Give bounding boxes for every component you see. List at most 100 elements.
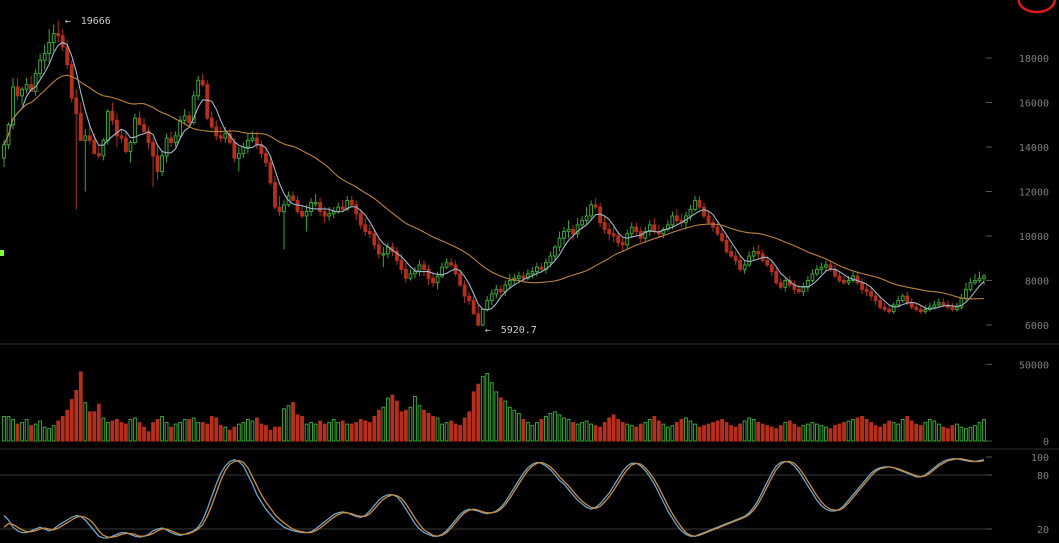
volume-bar <box>634 426 639 442</box>
candle <box>110 110 115 121</box>
volume-bar <box>327 422 332 442</box>
candle <box>593 204 598 208</box>
volume-bar <box>471 391 476 442</box>
candle <box>60 35 65 48</box>
volume-bar <box>973 425 977 442</box>
low-arrow-icon: ← <box>485 325 491 336</box>
volume-bar <box>571 422 575 442</box>
y-tick-label: 50000 <box>1019 360 1049 371</box>
highlight-circle <box>1017 0 1056 14</box>
candle <box>413 271 417 275</box>
volume-bar <box>376 409 381 442</box>
candle <box>977 277 982 281</box>
volume-bar <box>738 423 743 442</box>
candle <box>151 142 155 157</box>
candle <box>932 304 937 308</box>
candle <box>309 202 313 213</box>
candle <box>187 115 192 124</box>
volume-panel <box>2 371 986 442</box>
volume-bar <box>169 426 173 442</box>
candle <box>860 282 864 290</box>
candle <box>629 226 634 235</box>
volume-bar <box>670 425 675 442</box>
candle <box>101 139 106 157</box>
candle <box>182 115 187 121</box>
candle <box>376 244 381 255</box>
stochastic-panel <box>0 458 986 539</box>
volume-bar <box>241 422 246 442</box>
candle <box>557 237 562 248</box>
volume-bar <box>557 414 562 442</box>
volume-bar <box>417 405 422 442</box>
candle <box>236 153 241 159</box>
high-arrow-icon: ← <box>65 16 71 27</box>
volume-bar <box>638 423 643 442</box>
candle <box>164 137 169 157</box>
candle <box>950 306 955 310</box>
volume-bar <box>936 423 941 442</box>
volume-bar <box>914 423 919 442</box>
volume-bar <box>160 415 164 442</box>
candle <box>562 231 566 239</box>
volume-bar <box>214 417 219 442</box>
volume-bar <box>259 423 264 442</box>
volume-bar <box>92 411 97 442</box>
volume-bar <box>629 425 634 442</box>
volume-bar <box>891 422 896 442</box>
volume-bar <box>715 420 720 442</box>
candle <box>336 206 341 213</box>
candle <box>697 199 702 208</box>
volume-bar <box>955 423 959 442</box>
volume-bar <box>535 422 539 442</box>
volume-bar <box>616 419 621 442</box>
candle <box>65 46 70 66</box>
volume-bar <box>598 426 603 442</box>
volume-bar <box>96 403 101 442</box>
candle <box>864 288 869 293</box>
volume-bar <box>115 419 119 442</box>
volume-bar <box>250 420 255 442</box>
volume-bar <box>620 422 625 442</box>
candle <box>688 208 693 217</box>
y-tick-label: 6000 <box>1025 321 1049 332</box>
volume-bar <box>345 423 350 442</box>
volume-bar <box>851 419 855 442</box>
volume-bar <box>187 419 192 442</box>
volume-bar <box>864 419 869 442</box>
y-tick-label: 18000 <box>1019 54 1049 65</box>
candle <box>128 142 133 152</box>
volume-bar <box>318 420 323 442</box>
volume-bar <box>367 422 372 442</box>
volume-bar <box>65 409 70 442</box>
candle <box>584 215 589 221</box>
candle <box>15 86 20 97</box>
volume-bar <box>580 422 584 442</box>
volume-bar <box>128 419 133 442</box>
volume-bar <box>413 396 417 442</box>
candle <box>702 206 706 217</box>
candle <box>670 215 675 226</box>
volume-bar <box>264 425 268 442</box>
volume-bar <box>395 400 399 442</box>
candle <box>282 204 286 213</box>
volume-bar <box>282 408 286 442</box>
volume-bar <box>733 426 738 442</box>
volume-bar <box>688 420 693 442</box>
candle <box>810 273 815 282</box>
candle <box>742 264 747 270</box>
volume-bar <box>467 411 472 442</box>
volume-bar <box>968 426 973 442</box>
volume-bar <box>665 426 670 442</box>
volume-bar <box>255 417 259 442</box>
candle <box>575 224 580 235</box>
volume-bar <box>553 411 557 442</box>
candle <box>973 280 977 284</box>
candle <box>918 308 923 313</box>
candle <box>909 302 914 308</box>
candle <box>137 117 142 126</box>
candle <box>955 306 959 310</box>
candle <box>223 133 228 139</box>
candle <box>38 59 43 75</box>
candle <box>643 231 648 239</box>
